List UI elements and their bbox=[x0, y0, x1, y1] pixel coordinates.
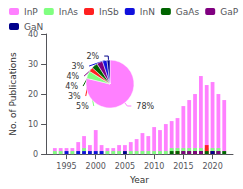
svg-text:2020: 2020 bbox=[202, 162, 222, 171]
svg-text:InP: InP bbox=[24, 7, 38, 17]
svg-text:GaP: GaP bbox=[220, 7, 238, 17]
svg-text:5%: 5% bbox=[76, 102, 89, 111]
svg-text:2010: 2010 bbox=[144, 162, 164, 171]
svg-text:GaN: GaN bbox=[24, 22, 43, 32]
svg-text:2005: 2005 bbox=[115, 162, 135, 171]
svg-text:2%: 2% bbox=[87, 52, 100, 61]
svg-text:InN: InN bbox=[140, 7, 155, 17]
svg-text:4%: 4% bbox=[65, 82, 78, 91]
svg-text:InSb: InSb bbox=[99, 7, 119, 17]
svg-text:3%: 3% bbox=[68, 92, 81, 101]
svg-text:InAs: InAs bbox=[59, 7, 79, 17]
svg-text:0: 0 bbox=[33, 150, 38, 159]
svg-text:10: 10 bbox=[28, 120, 38, 129]
svg-text:4%: 4% bbox=[66, 72, 79, 81]
svg-text:2015: 2015 bbox=[173, 162, 193, 171]
svg-text:78%: 78% bbox=[136, 102, 154, 111]
svg-text:2000: 2000 bbox=[86, 162, 106, 171]
svg-text:30: 30 bbox=[28, 60, 38, 69]
svg-text:20: 20 bbox=[28, 90, 38, 99]
svg-text:40: 40 bbox=[27, 29, 39, 39]
svg-text:1995: 1995 bbox=[56, 162, 76, 171]
svg-text:3%: 3% bbox=[71, 62, 84, 71]
svg-text:Year: Year bbox=[129, 175, 149, 185]
svg-text:GaAs: GaAs bbox=[176, 7, 200, 17]
svg-text:No. of Publications: No. of Publications bbox=[8, 52, 18, 136]
